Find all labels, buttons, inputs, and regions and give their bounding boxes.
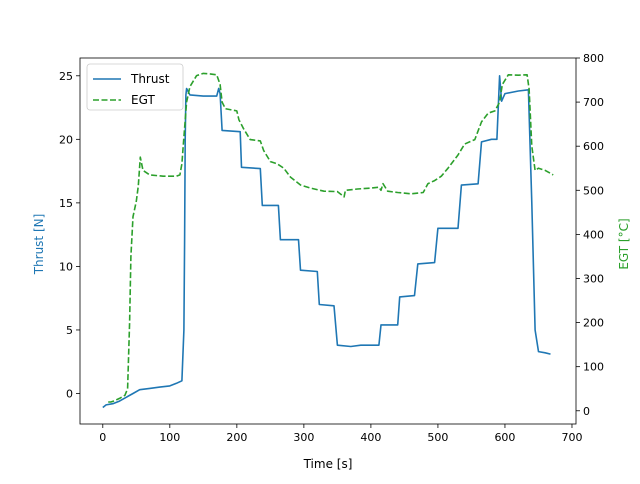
y-right-tick-label: 300 (583, 272, 604, 285)
y-right-tick-label: 0 (583, 405, 590, 418)
y-right-tick-label: 600 (583, 140, 604, 153)
legend-label-thrust: Thrust (130, 72, 170, 86)
legend-box (86, 63, 184, 111)
plot-frame (79, 57, 577, 425)
x-axis-label: Time [s] (303, 457, 353, 471)
y-right-tick-label: 400 (583, 228, 604, 241)
x-tick-label: 400 (360, 431, 381, 444)
y-axis-right-label: EGT [°C] (617, 218, 631, 269)
y-left-tick-label: 10 (59, 260, 73, 273)
y-left-tick-label: 20 (59, 133, 73, 146)
legend-label-egt: EGT (131, 93, 155, 107)
legend: Thrust EGT (86, 63, 184, 111)
series-line-thrust (102, 75, 551, 409)
x-tick-label: 300 (293, 431, 314, 444)
y-right-tick-label: 200 (583, 317, 604, 330)
series-layer (102, 72, 554, 409)
y-left-tick-label: 0 (66, 388, 73, 401)
y-right-tick-label: 100 (583, 361, 604, 374)
y-left-tick-label: 15 (59, 197, 73, 210)
x-tick-label: 500 (427, 431, 448, 444)
y-left-tick-label: 25 (59, 70, 73, 83)
series-line-egt (108, 72, 554, 403)
axes-layer (79, 57, 577, 425)
y-left-tick-label: 5 (66, 324, 73, 337)
x-tick-label: 200 (226, 431, 247, 444)
y-right-tick-label: 800 (583, 52, 604, 65)
x-tick-label: 600 (494, 431, 515, 444)
x-tick-label: 700 (561, 431, 582, 444)
y-axis-left-label: Thrust [N] (32, 214, 46, 276)
x-tick-label: 0 (99, 431, 106, 444)
ticks-layer: 0 100 200 300 400 500 600 700051015202501002003… (59, 52, 604, 444)
x-tick-label: 100 (159, 431, 180, 444)
y-right-tick-label: 500 (583, 184, 604, 197)
y-right-tick-label: 700 (583, 96, 604, 109)
